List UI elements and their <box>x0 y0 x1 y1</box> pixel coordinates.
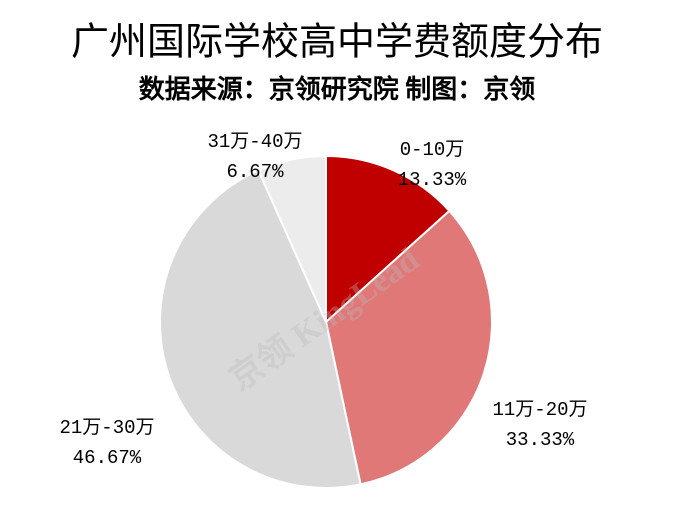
slice-category-label: 11万-20万 <box>492 399 587 421</box>
pie-slice <box>325 154 451 325</box>
slice-category-label: 21万-30万 <box>59 417 154 439</box>
slice-value-label: 13.33% <box>398 169 467 191</box>
pie-slice <box>257 154 327 323</box>
chart-subtitle: 数据来源：京领研究院 制图：京领 <box>139 74 536 104</box>
slice-category-label: 31万-40万 <box>207 131 302 153</box>
pie <box>159 154 493 489</box>
chart-title: 广州国际学校高中学费额度分布 <box>71 22 603 64</box>
slice-category-label: 0-10万 <box>400 139 465 161</box>
slice-value-label: 46.67% <box>73 447 142 469</box>
slice-value-label: 33.33% <box>506 429 575 451</box>
pie-slice <box>159 169 362 489</box>
slice-value-label: 6.67% <box>226 161 284 183</box>
pie-slice <box>324 209 493 486</box>
